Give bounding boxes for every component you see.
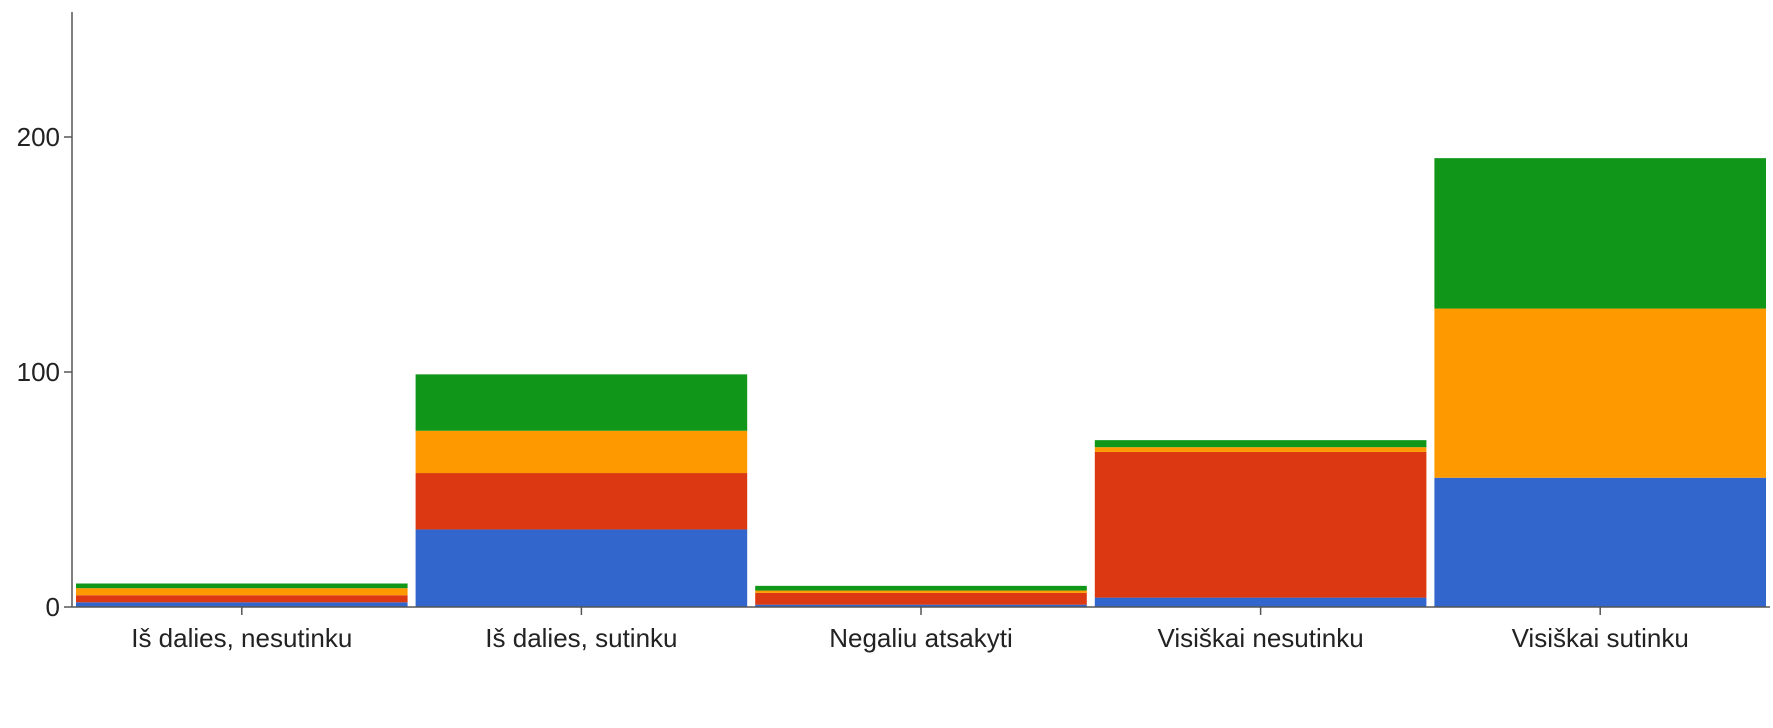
bar-segment-1-series-1 [76, 602, 408, 607]
bar-segment-4-series-1 [1094, 597, 1427, 607]
bar-segment-2-series-1 [415, 529, 748, 607]
x-category-label-3: Negaliu atsakyti [829, 623, 1013, 653]
bar-segment-4-series-4 [1094, 440, 1427, 448]
bar-segment-2-series-2 [415, 473, 748, 530]
bar-segment-3-series-1 [755, 604, 1087, 607]
bar-segment-4-series-3 [1094, 447, 1427, 452]
x-category-label-4: Visiškai nesutinku [1158, 623, 1364, 653]
y-tick-label-100: 100 [17, 357, 60, 387]
bar-segment-2-series-3 [415, 430, 748, 474]
bar-segment-1-series-3 [76, 588, 408, 596]
y-axis-ticks: 0 100 200 [17, 122, 72, 622]
x-category-label-5: Visiškai sutinku [1512, 623, 1689, 653]
bar-segment-2-series-4 [415, 374, 748, 431]
bar-segment-4-series-2 [1094, 451, 1427, 598]
y-tick-label-200: 200 [17, 122, 60, 152]
bar-segment-1-series-2 [76, 595, 408, 603]
x-category-label-2: Iš dalies, sutinku [485, 623, 677, 653]
x-axis-ticks: Iš dalies, nesutinku Iš dalies, sutinku Ne… [131, 607, 1689, 653]
bar-segment-1-series-4 [76, 583, 408, 589]
x-category-label-1: Iš dalies, nesutinku [131, 623, 352, 653]
bar-segment-3-series-2 [755, 592, 1087, 605]
bars-layer [76, 158, 1766, 607]
bar-segment-3-series-3 [755, 590, 1087, 593]
bar-segment-5-series-4 [1434, 158, 1766, 309]
bar-segment-5-series-1 [1434, 477, 1766, 607]
y-tick-label-0: 0 [46, 592, 60, 622]
bar-segment-3-series-4 [755, 585, 1087, 591]
bar-segment-5-series-3 [1434, 308, 1766, 478]
